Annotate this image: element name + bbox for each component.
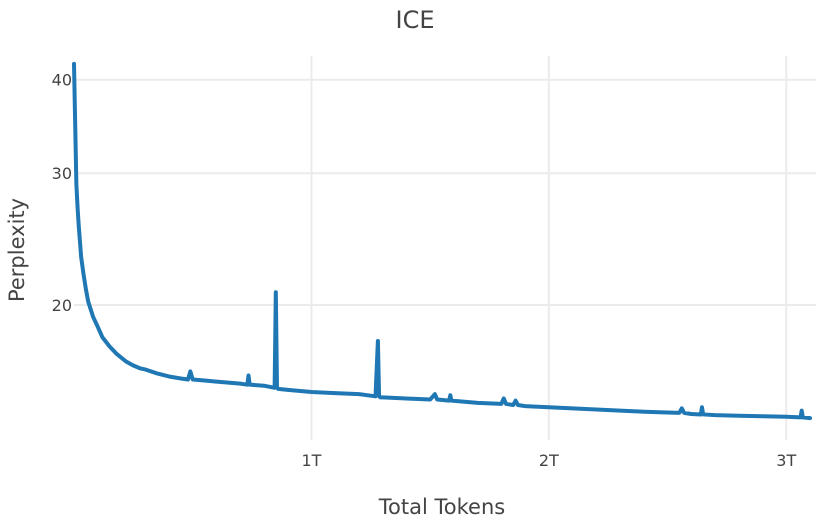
- y-tick-label: 20: [52, 296, 72, 315]
- y-axis-label: Perplexity: [5, 198, 29, 302]
- y-tick-label: 40: [52, 71, 72, 90]
- perplexity-series-line: [72, 61, 812, 421]
- chart-title: ICE: [396, 6, 435, 34]
- tick-layer: 1T 2T 3T 20 30 40: [52, 71, 797, 470]
- x-tick-label: 2T: [539, 451, 559, 470]
- x-tick-label: 1T: [301, 451, 321, 470]
- x-axis-label: Total Tokens: [378, 495, 505, 519]
- series-layer: [72, 61, 812, 421]
- grid-layer: [74, 56, 816, 440]
- y-tick-label: 30: [52, 164, 72, 183]
- x-tick-label: 3T: [776, 451, 796, 470]
